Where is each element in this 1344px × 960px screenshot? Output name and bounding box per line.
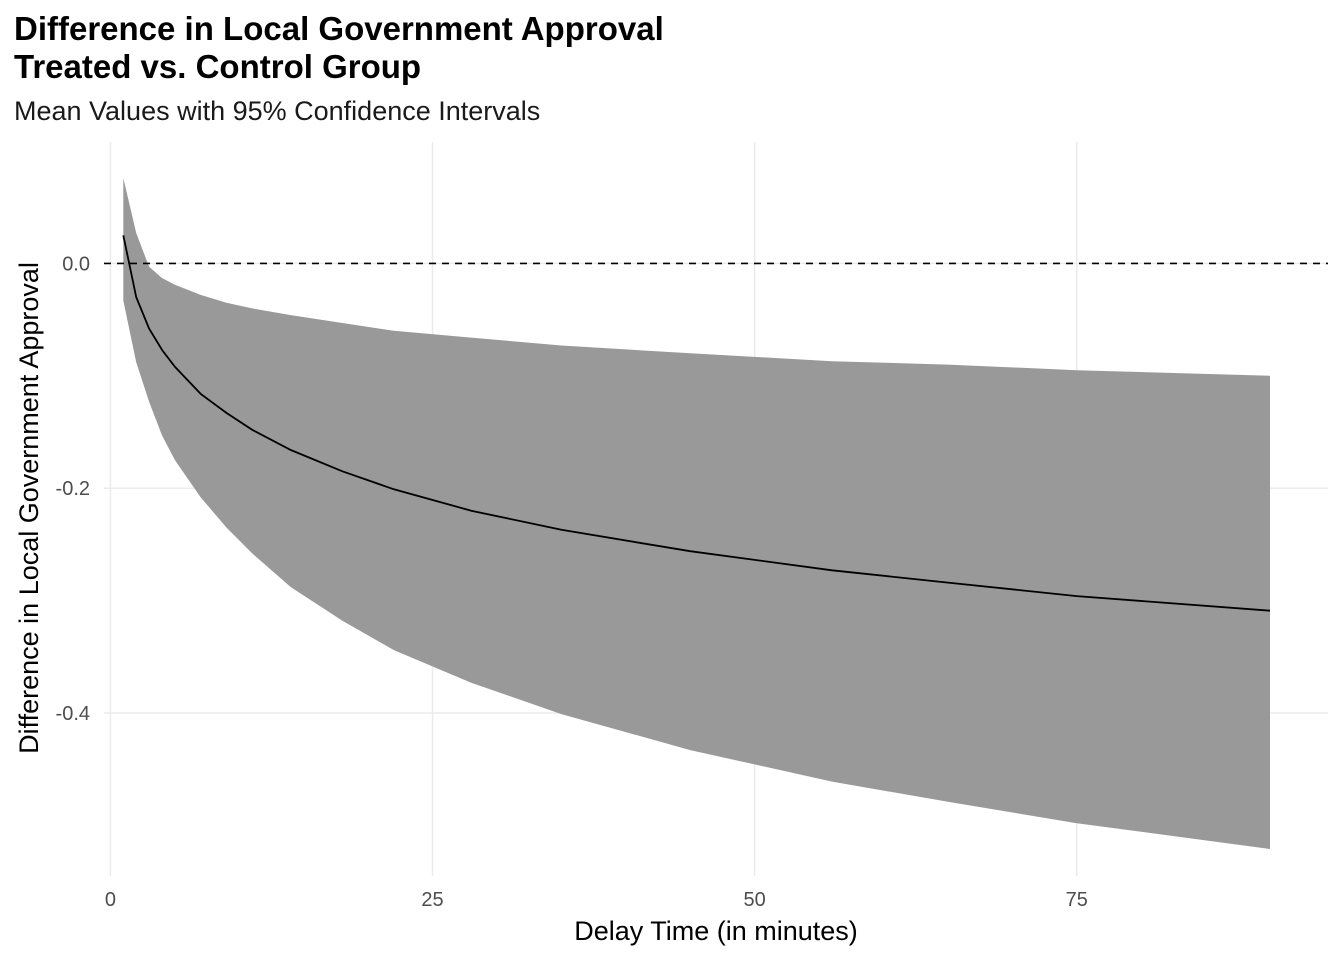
confidence-ribbon [123,178,1270,849]
y-tick-labels: 0.0 -0.2 -0.4 [56,253,90,725]
confidence-ribbon-group [123,178,1270,849]
chart-title-line1: Difference in Local Government Approval [14,10,664,47]
y-tick-label: 0.0 [62,253,90,275]
x-axis-title: Delay Time (in minutes) [574,916,858,946]
y-tick-label: -0.2 [56,478,90,500]
x-tick-label: 75 [1066,889,1088,911]
chart-subtitle: Mean Values with 95% Confidence Interval… [14,96,541,126]
y-axis-title: Difference in Local Government Approval [14,262,44,754]
x-tick-labels: 0 25 50 75 [105,889,1088,911]
x-tick-label: 0 [105,889,116,911]
y-tick-label: -0.4 [56,703,90,725]
series-group [122,235,1271,612]
x-tick-label: 50 [744,889,766,911]
chart-title: Difference in Local Government Approval … [14,10,664,86]
mean-line [122,235,1271,612]
chart-title-line2: Treated vs. Control Group [14,48,422,85]
x-tick-label: 25 [421,889,443,911]
